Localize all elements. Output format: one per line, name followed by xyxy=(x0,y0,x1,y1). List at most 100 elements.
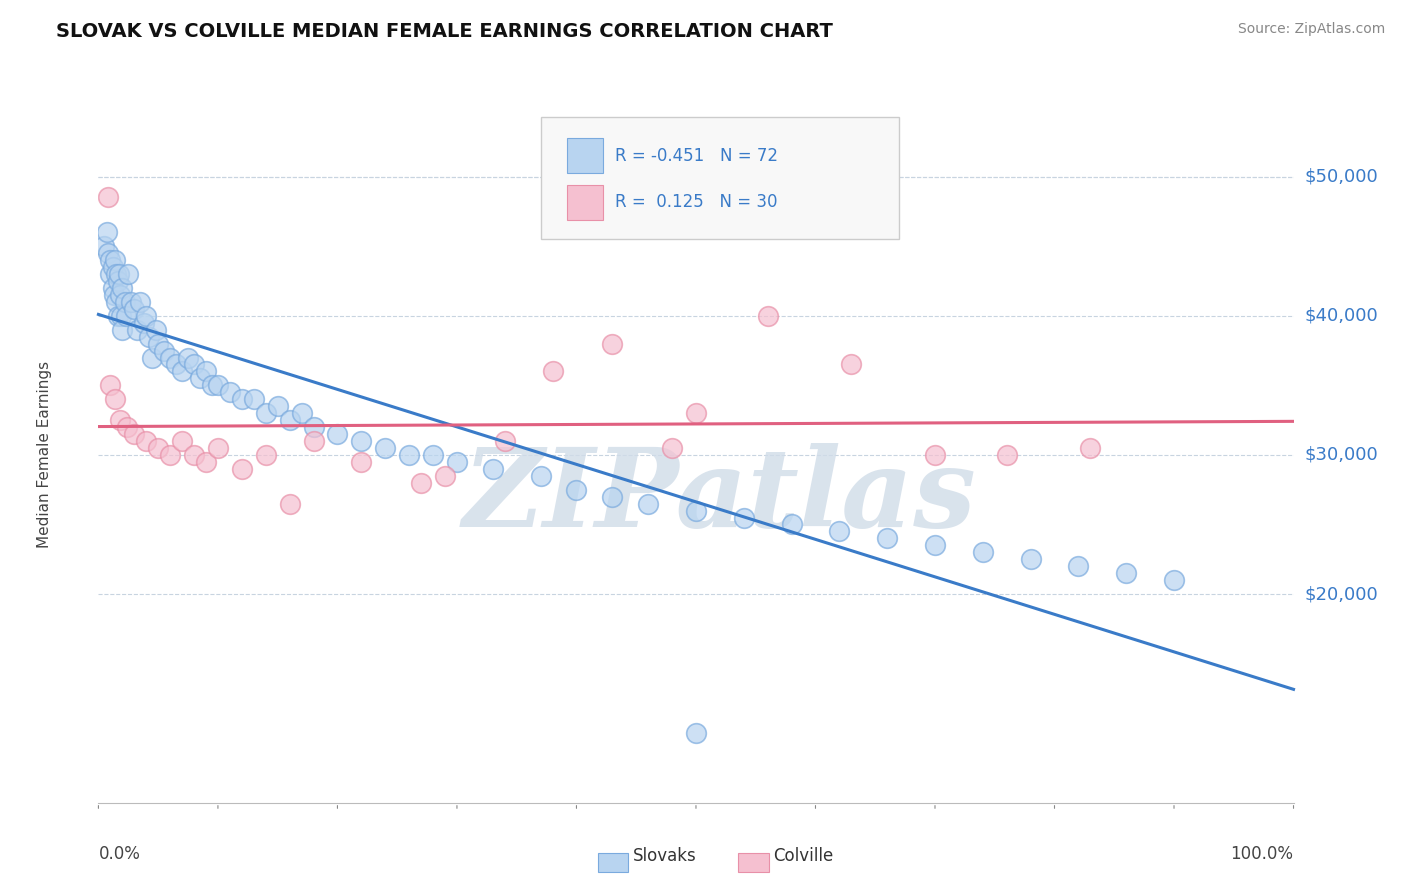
Point xyxy=(600,490,623,504)
Point xyxy=(101,281,124,295)
Point xyxy=(117,267,139,281)
Point xyxy=(120,294,142,309)
Point xyxy=(201,378,224,392)
Point xyxy=(207,441,229,455)
Point xyxy=(541,364,564,378)
Point xyxy=(177,351,200,365)
Point xyxy=(290,406,312,420)
Point xyxy=(108,413,131,427)
Text: $20,000: $20,000 xyxy=(1305,585,1378,603)
Point xyxy=(103,288,125,302)
Point xyxy=(105,294,128,309)
Point xyxy=(138,329,160,343)
Point xyxy=(159,448,181,462)
Point xyxy=(104,253,127,268)
Text: R =  0.125   N = 30: R = 0.125 N = 30 xyxy=(614,194,778,211)
FancyBboxPatch shape xyxy=(567,138,603,173)
Point xyxy=(107,267,129,281)
Point xyxy=(107,309,129,323)
Point xyxy=(183,448,205,462)
Point xyxy=(374,441,396,455)
Text: Colville: Colville xyxy=(773,847,834,865)
Point xyxy=(350,434,373,448)
Point xyxy=(481,462,505,476)
Point xyxy=(125,323,148,337)
Point xyxy=(302,434,325,448)
Point xyxy=(111,281,134,295)
Point xyxy=(780,517,803,532)
Point xyxy=(124,301,146,316)
Text: Median Female Earnings: Median Female Earnings xyxy=(37,361,52,549)
Point xyxy=(105,267,128,281)
Point xyxy=(135,309,157,323)
Point xyxy=(529,468,551,483)
Point xyxy=(302,420,325,434)
Point xyxy=(98,378,122,392)
Point xyxy=(159,351,181,365)
Point xyxy=(995,448,1018,462)
Text: SLOVAK VS COLVILLE MEDIAN FEMALE EARNINGS CORRELATION CHART: SLOVAK VS COLVILLE MEDIAN FEMALE EARNING… xyxy=(56,22,834,41)
Point xyxy=(115,420,138,434)
Point xyxy=(924,538,946,552)
Point xyxy=(876,532,898,546)
FancyBboxPatch shape xyxy=(567,185,603,219)
Point xyxy=(115,309,138,323)
Point xyxy=(153,343,176,358)
Point xyxy=(733,510,755,524)
Point xyxy=(124,427,146,442)
Point xyxy=(924,448,946,462)
Point xyxy=(194,455,217,469)
Point xyxy=(97,246,120,260)
Point xyxy=(839,358,862,372)
Point xyxy=(98,253,122,268)
Point xyxy=(194,364,217,378)
Point xyxy=(254,448,277,462)
Point xyxy=(828,524,851,539)
Point xyxy=(1163,573,1185,587)
Text: $50,000: $50,000 xyxy=(1305,168,1378,186)
Point xyxy=(129,294,152,309)
Point xyxy=(411,475,433,490)
FancyBboxPatch shape xyxy=(540,118,900,239)
Point xyxy=(165,358,187,372)
Point xyxy=(1080,441,1102,455)
Point xyxy=(685,406,707,420)
Text: R = -0.451   N = 72: R = -0.451 N = 72 xyxy=(614,147,778,165)
Point xyxy=(207,378,229,392)
Point xyxy=(1115,566,1137,581)
Text: $40,000: $40,000 xyxy=(1305,307,1378,325)
Point xyxy=(101,260,124,274)
Point xyxy=(685,726,707,740)
Point xyxy=(148,441,170,455)
Point xyxy=(350,455,373,469)
Point xyxy=(172,434,194,448)
Text: 0.0%: 0.0% xyxy=(98,845,141,863)
Point xyxy=(661,441,683,455)
Point xyxy=(107,274,129,288)
Point xyxy=(756,309,779,323)
Point xyxy=(135,434,157,448)
Point xyxy=(96,225,118,239)
Point xyxy=(494,434,516,448)
Point xyxy=(1019,552,1042,566)
Point xyxy=(600,336,623,351)
Text: ZIPatlas: ZIPatlas xyxy=(463,443,977,550)
Point xyxy=(972,545,994,559)
Text: $30,000: $30,000 xyxy=(1305,446,1378,464)
Point xyxy=(1067,559,1090,574)
Text: Source: ZipAtlas.com: Source: ZipAtlas.com xyxy=(1237,22,1385,37)
Point xyxy=(433,468,456,483)
Text: 100.0%: 100.0% xyxy=(1230,845,1294,863)
Point xyxy=(422,448,444,462)
Point xyxy=(141,351,163,365)
Point xyxy=(637,497,659,511)
Point xyxy=(98,267,122,281)
Point xyxy=(446,455,468,469)
Point xyxy=(93,239,115,253)
Point xyxy=(110,309,132,323)
Point xyxy=(219,385,242,400)
Point xyxy=(114,294,136,309)
Point xyxy=(254,406,277,420)
Point xyxy=(326,427,349,442)
Point xyxy=(565,483,588,497)
